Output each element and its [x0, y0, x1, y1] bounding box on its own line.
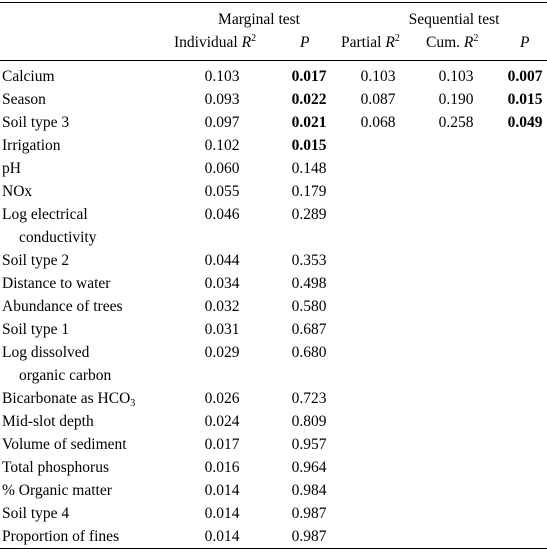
table-top-rule: [0, 2, 547, 3]
cell-individual-r2: 0.032: [204, 298, 240, 315]
row-label: Soil type 4: [2, 505, 70, 522]
cell-sequential-p: 0.007: [507, 68, 543, 85]
cell-marginal-p: 0.148: [291, 160, 327, 177]
cell-sequential-p: 0.015: [507, 91, 543, 108]
cell-marginal-p: 0.680: [291, 344, 327, 361]
row-label: Soil type 2: [2, 252, 70, 269]
cell-individual-r2: 0.102: [204, 137, 240, 154]
table-bottom-rule: [0, 548, 547, 549]
row-label: Log dissolved: [2, 344, 90, 361]
cell-marginal-p: 0.498: [291, 275, 327, 292]
col-header-p: P: [300, 34, 310, 51]
cell-marginal-p: 0.015: [291, 137, 327, 154]
cell-partial-r2: 0.068: [360, 114, 396, 131]
cell-individual-r2: 0.103: [204, 68, 240, 85]
row-label: % Organic matter: [2, 482, 112, 499]
cell-marginal-p: 0.017: [291, 68, 327, 85]
row-label: NOx: [2, 183, 33, 200]
cell-marginal-p: 0.723: [291, 390, 327, 407]
cell-marginal-p: 0.022: [291, 91, 327, 108]
row-label: conductivity: [19, 229, 97, 246]
row-label: Volume of sediment: [2, 436, 127, 453]
cell-marginal-p: 0.964: [291, 459, 327, 476]
row-label: Proportion of fines: [2, 528, 120, 545]
cell-marginal-p: 0.580: [291, 298, 327, 315]
cell-individual-r2: 0.093: [204, 91, 240, 108]
cell-individual-r2: 0.029: [204, 344, 240, 361]
cell-individual-r2: 0.046: [204, 206, 240, 223]
group-header-marginal: Marginal test: [218, 11, 300, 28]
cell-marginal-p: 0.353: [291, 252, 327, 269]
row-label: Log electrical: [2, 206, 88, 223]
row-label: organic carbon: [19, 367, 112, 384]
row-label: Irrigation: [2, 137, 61, 154]
cell-marginal-p: 0.984: [291, 482, 327, 499]
cell-cum-r2: 0.103: [438, 68, 474, 85]
cell-individual-r2: 0.024: [204, 413, 240, 430]
cell-marginal-p: 0.687: [291, 321, 327, 338]
row-label: Soil type 3: [2, 114, 70, 131]
cell-individual-r2: 0.044: [204, 252, 240, 269]
col-header-individual-r2: Individual R2: [174, 33, 257, 52]
col-header-cum-r2: Cum. R2: [426, 33, 479, 52]
cell-cum-r2: 0.190: [438, 91, 474, 108]
cell-marginal-p: 0.021: [291, 114, 327, 131]
row-label: Distance to water: [2, 275, 111, 292]
cell-individual-r2: 0.034: [204, 275, 240, 292]
cell-individual-r2: 0.017: [204, 436, 240, 453]
header-bottom-rule: [0, 60, 547, 61]
row-label: Total phosphorus: [2, 459, 109, 476]
cell-individual-r2: 0.097: [204, 114, 240, 131]
row-label: Abundance of trees: [2, 298, 123, 315]
row-label: Soil type 1: [2, 321, 70, 338]
cell-individual-r2: 0.031: [204, 321, 240, 338]
col-header-partial-r2: Partial R2: [341, 33, 400, 52]
cell-marginal-p: 0.289: [291, 206, 327, 223]
cell-individual-r2: 0.014: [204, 482, 240, 499]
cell-marginal-p: 0.809: [291, 413, 327, 430]
cell-individual-r2: 0.060: [204, 160, 240, 177]
cell-individual-r2: 0.014: [204, 505, 240, 522]
cell-individual-r2: 0.014: [204, 528, 240, 545]
cell-marginal-p: 0.987: [291, 528, 327, 545]
cell-partial-r2: 0.087: [360, 91, 396, 108]
cell-marginal-p: 0.957: [291, 436, 327, 453]
row-label: Season: [2, 91, 46, 108]
cell-individual-r2: 0.016: [204, 459, 240, 476]
row-label: Mid-slot depth: [2, 413, 94, 430]
row-label: pH: [2, 160, 21, 177]
cell-marginal-p: 0.179: [291, 183, 327, 200]
cell-cum-r2: 0.258: [438, 114, 474, 131]
group-header-sequential: Sequential test: [408, 11, 500, 28]
cell-sequential-p: 0.049: [507, 114, 543, 131]
cell-partial-r2: 0.103: [360, 68, 396, 85]
row-label: Calcium: [2, 68, 55, 85]
col-header-seq-p: P: [520, 34, 530, 51]
row-label: Bicarbonate as HCO3: [2, 390, 136, 409]
cell-marginal-p: 0.987: [291, 505, 327, 522]
cell-individual-r2: 0.026: [204, 390, 240, 407]
cell-individual-r2: 0.055: [204, 183, 240, 200]
